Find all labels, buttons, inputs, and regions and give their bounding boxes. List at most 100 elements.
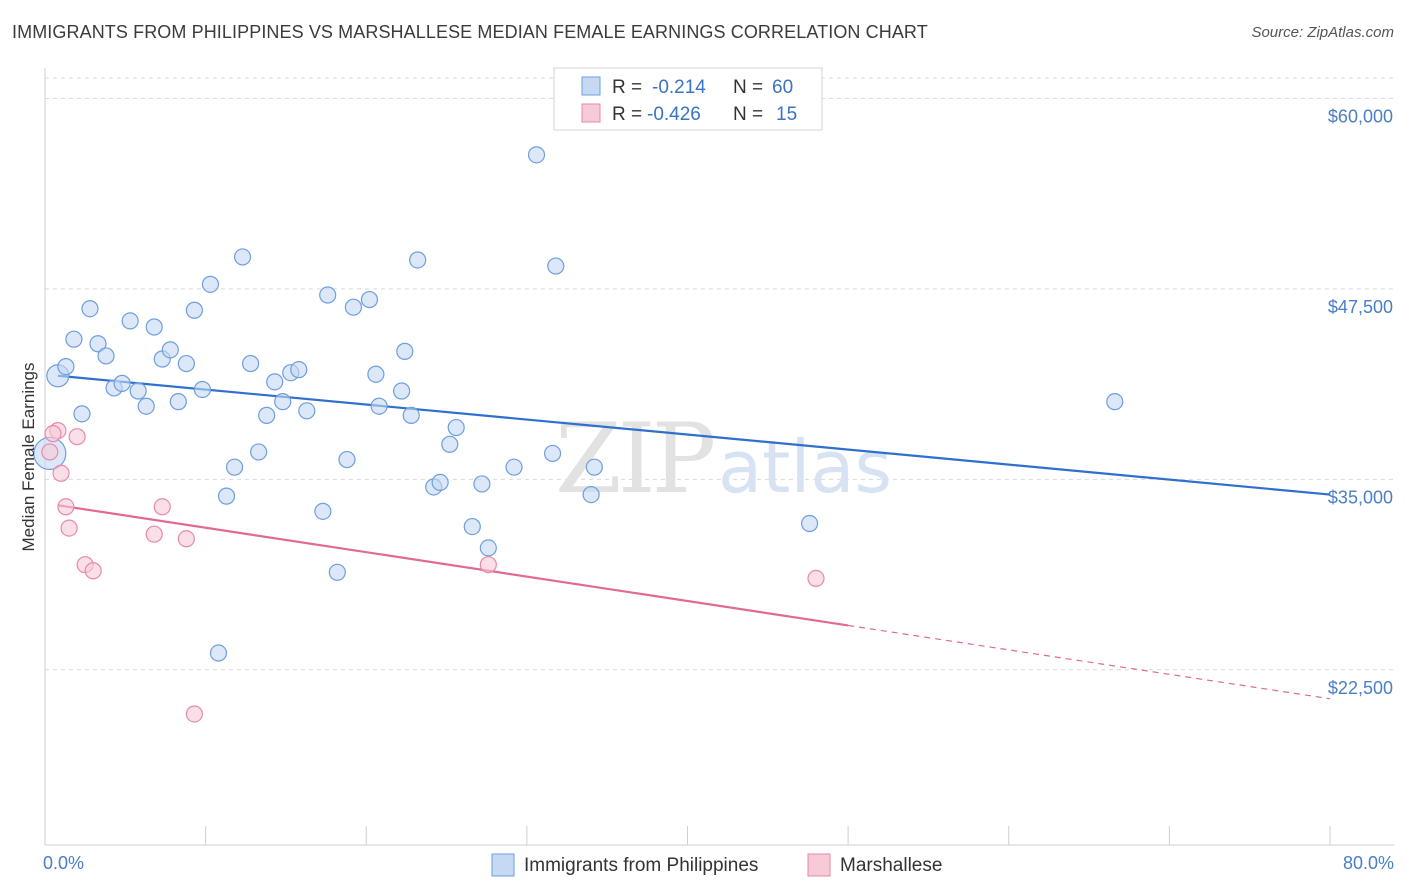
- point-philippines-47: [441, 435, 459, 453]
- point-philippines-59: [1106, 393, 1124, 411]
- grid-lines: [45, 77, 1394, 671]
- legend-r-label-2: R =: [612, 104, 642, 125]
- point-philippines-38: [360, 290, 379, 309]
- point-philippines-35: [328, 563, 346, 581]
- y-tick-label-35000: $35,000: [1328, 487, 1393, 507]
- x-ticks: [205, 826, 1331, 845]
- point-philippines-3: [65, 330, 83, 348]
- point-marshallese-10: [177, 530, 195, 548]
- point-philippines-24: [233, 248, 252, 266]
- legend-r-label-1: R =: [612, 77, 642, 98]
- point-philippines-41: [392, 382, 411, 400]
- point-philippines-28: [266, 373, 284, 391]
- point-philippines-32: [298, 402, 316, 420]
- point-philippines-6: [89, 335, 107, 353]
- series-legend: Immigrants from Philippines Marshallese: [491, 853, 942, 877]
- trend-line-marshallese-extension: [848, 624, 1331, 700]
- point-philippines-37: [344, 298, 362, 316]
- point-marshallese-3: [57, 498, 75, 516]
- trend-line-marshallese: [57, 504, 849, 627]
- point-philippines-36: [338, 450, 356, 469]
- point-philippines-57: [585, 458, 603, 476]
- correlation-legend: R = -0.214 N = 60 R = -0.426 N = 15: [553, 67, 823, 131]
- point-philippines-16: [169, 393, 187, 411]
- point-philippines-13: [145, 318, 163, 336]
- source-credit: Source: ZipAtlas.com: [1251, 24, 1394, 41]
- y-tick-labels: $22,500 $35,000 $47,500 $60,000: [1328, 106, 1393, 697]
- point-philippines-44: [409, 251, 427, 269]
- point-philippines-46: [431, 473, 449, 491]
- data-points: [33, 146, 1124, 723]
- trend-line-philippines: [57, 374, 1331, 496]
- point-philippines-52: [505, 458, 523, 476]
- point-marshallese-13: [807, 569, 825, 587]
- point-marshallese-11: [185, 705, 203, 723]
- chart-title: IMMIGRANTS FROM PHILIPPINES VS MARSHALLE…: [12, 22, 928, 42]
- point-philippines-5: [81, 300, 99, 318]
- point-philippines-26: [250, 443, 268, 461]
- series-legend-swatch-philippines: [491, 853, 515, 877]
- legend-n-value-2: 15: [776, 104, 797, 125]
- point-marshallese-5: [68, 428, 86, 446]
- y-tick-label-22500: $22,500: [1328, 678, 1393, 698]
- x-tick-label-max: 80.0%: [1343, 853, 1394, 873]
- legend-n-label-1: N =: [733, 77, 763, 98]
- x-tick-label-min: 0.0%: [43, 853, 84, 873]
- point-philippines-33: [314, 502, 332, 520]
- point-philippines-39: [367, 365, 385, 383]
- point-philippines-29: [274, 393, 292, 411]
- legend-n-value-1: 60: [772, 77, 793, 98]
- point-philippines-19: [193, 380, 212, 399]
- watermark: ZIP atlas: [555, 403, 892, 515]
- point-philippines-20: [201, 275, 220, 293]
- point-philippines-40: [370, 397, 388, 415]
- point-marshallese-7: [84, 562, 102, 580]
- legend-r-value-2: -0.426: [647, 104, 701, 125]
- point-marshallese-12: [479, 556, 497, 574]
- point-marshallese-0: [41, 443, 59, 461]
- point-philippines-34: [319, 286, 337, 304]
- point-philippines-4: [73, 405, 91, 423]
- point-philippines-10: [121, 312, 139, 330]
- point-philippines-7: [97, 347, 115, 365]
- point-marshallese-9: [153, 498, 171, 516]
- point-philippines-12: [137, 397, 155, 415]
- watermark-atlas: atlas: [718, 425, 892, 509]
- y-tick-label-47500: $47,500: [1328, 297, 1393, 317]
- point-philippines-50: [473, 475, 491, 493]
- point-marshallese-8: [145, 525, 163, 543]
- point-philippines-58: [800, 514, 819, 533]
- point-marshallese-4: [60, 519, 78, 537]
- point-marshallese-2: [52, 464, 70, 482]
- y-tick-label-60000: $60,000: [1328, 106, 1393, 126]
- series-legend-label-philippines: Immigrants from Philippines: [524, 855, 758, 876]
- series-legend-label-marshallese: Marshallese: [840, 855, 942, 876]
- point-marshallese-14: [44, 425, 62, 443]
- point-philippines-54: [543, 444, 562, 463]
- series-legend-swatch-marshallese: [807, 853, 831, 877]
- legend-swatch-philippines: [581, 76, 601, 96]
- point-philippines-2: [57, 358, 75, 376]
- point-philippines-22: [217, 487, 236, 505]
- legend-n-label-2: N =: [733, 104, 763, 125]
- point-philippines-15: [161, 341, 179, 359]
- point-philippines-48: [447, 418, 465, 437]
- point-philippines-53: [527, 146, 546, 164]
- point-philippines-51: [479, 539, 497, 557]
- legend-swatch-marshallese: [581, 103, 601, 123]
- point-philippines-11: [129, 382, 147, 400]
- y-axis-label: Median Female Earnings: [19, 363, 38, 552]
- point-philippines-27: [258, 406, 276, 424]
- point-philippines-18: [185, 301, 203, 319]
- legend-r-value-1: -0.214: [652, 77, 706, 98]
- point-philippines-25: [242, 354, 260, 373]
- point-philippines-23: [225, 458, 244, 476]
- point-philippines-56: [582, 485, 600, 504]
- point-philippines-21: [209, 644, 228, 662]
- point-philippines-31: [290, 361, 308, 379]
- point-philippines-43: [402, 406, 420, 424]
- point-philippines-49: [463, 517, 481, 536]
- point-philippines-9: [113, 374, 131, 392]
- point-philippines-42: [396, 342, 414, 360]
